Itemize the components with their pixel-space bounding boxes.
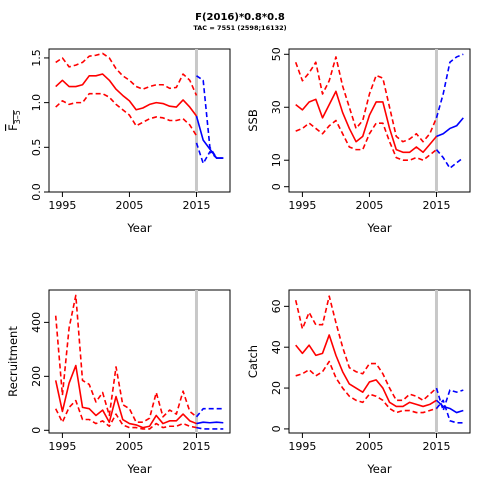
history-solid-line (54, 364, 197, 429)
history-dashed-line (55, 52, 198, 96)
history-dashed-line (294, 56, 438, 143)
history-solid-line (295, 90, 438, 154)
forecast-solid-line (435, 399, 464, 414)
plot-frame (48, 289, 231, 434)
catch-panel: 0 20 40 60 1995 2005 2015 Year Catch (246, 289, 471, 476)
y-tick-label: 1.0 (30, 94, 43, 112)
figure-title: F(2016)*0.8*0.8 (195, 12, 285, 23)
x-tick-label: 2005 (355, 440, 383, 453)
y-axis-label: Recruitment (6, 326, 20, 397)
x-tick-label: 2005 (355, 199, 383, 212)
forecast-solid-line (196, 421, 224, 425)
history-solid-line (55, 73, 198, 117)
y-tick-label: 1.5 (30, 49, 43, 67)
x-tick-label: 2015 (422, 199, 450, 212)
x-tick-label: 1995 (288, 440, 316, 453)
y-tick-label: 0 (270, 183, 283, 190)
chart-panels: 0.0 0.5 1.0 1.5 1995 2005 2015 Year F3–5 0 10 30 50 1… (6, 47, 471, 476)
forecast-dashed-line (435, 387, 464, 412)
history-dashed-line (54, 399, 197, 430)
y-tick-label: 0 (30, 427, 43, 434)
recruitment-panel: 0 200 400 1995 2005 2015 Year Recruitment (6, 289, 231, 476)
y-tick-label: 50 (270, 47, 283, 61)
y-tick-label: 0 (270, 425, 283, 432)
y-axis-label-subscript: 3–5 (13, 110, 22, 124)
y-tick-label: 60 (270, 299, 283, 313)
plot-frame (288, 48, 471, 193)
y-axis-label: SSB (246, 109, 260, 132)
y-axis-label: Catch (246, 345, 260, 378)
x-axis-label: Year (126, 221, 152, 235)
forecast-solid-line (436, 117, 464, 138)
x-axis-label: Year (366, 462, 392, 476)
y-tick-label: 20 (270, 381, 283, 395)
forecast-dashed-line (195, 142, 224, 165)
history-dashed-line (295, 119, 437, 162)
forecast-dashed-line (435, 399, 464, 424)
history-dashed-line (294, 295, 438, 402)
forecast-dashed-line (196, 75, 224, 159)
forecast-dashed-line (435, 149, 464, 169)
y-tick-label: 200 (30, 366, 43, 387)
forecast-dashed-line (195, 407, 224, 418)
x-tick-label: 1995 (288, 199, 316, 212)
x-tick-label: 2015 (182, 199, 210, 212)
y-tick-label: 10 (270, 153, 283, 167)
y-tick-label: 40 (270, 340, 283, 354)
history-solid-line (295, 334, 437, 408)
x-axis-label: Year (366, 221, 392, 235)
history-dashed-line (295, 360, 437, 414)
y-tick-label: 30 (270, 100, 283, 114)
plot-frame (288, 289, 471, 434)
forecast-dashed-line (435, 53, 464, 119)
x-tick-label: 1995 (48, 440, 76, 453)
x-axis-label: Year (126, 462, 152, 476)
x-tick-label: 2005 (115, 199, 143, 212)
f-panel: 0.0 0.5 1.0 1.5 1995 2005 2015 Year F3–5 (6, 48, 231, 235)
figure-subtitle: TAC = 7551 (2598;16132) (193, 24, 286, 32)
y-axis-label: F3–5 (6, 110, 22, 131)
x-tick-label: 2015 (182, 440, 210, 453)
y-tick-label: 400 (30, 312, 43, 333)
history-dashed-line (55, 92, 198, 137)
x-tick-label: 2005 (115, 440, 143, 453)
y-tick-label: 0.0 (30, 183, 43, 201)
x-tick-label: 1995 (48, 199, 76, 212)
x-tick-label: 2015 (422, 440, 450, 453)
y-tick-label: 0.5 (30, 139, 43, 157)
ssb-panel: 0 10 30 50 1995 2005 2015 Year SSB (246, 47, 471, 235)
history-dashed-line (54, 294, 197, 424)
forecast-dashed-line (196, 426, 224, 430)
plot-frame (48, 48, 231, 193)
